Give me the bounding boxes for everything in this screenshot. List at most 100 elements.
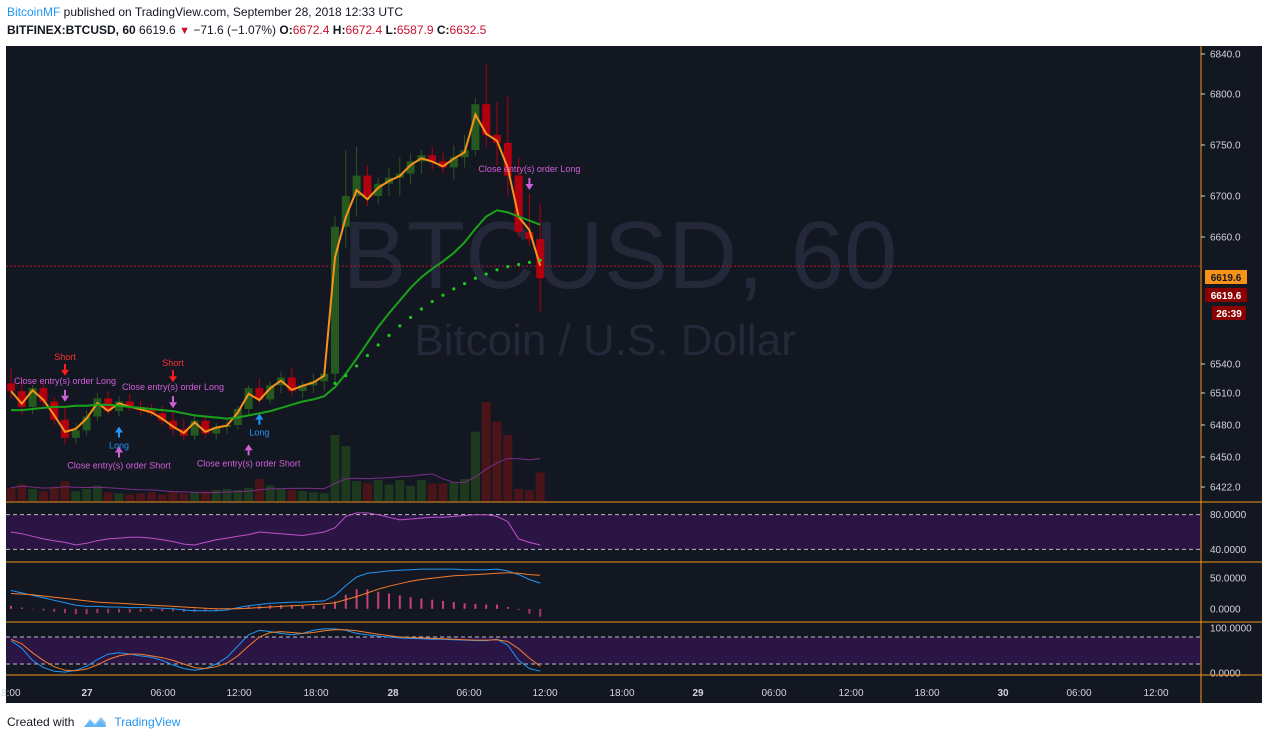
psar-dot — [473, 276, 477, 280]
volume-bar — [92, 485, 102, 501]
author-link[interactable]: BitcoinMF — [7, 5, 61, 19]
macd-line — [10, 568, 541, 612]
volume-bar — [330, 435, 340, 501]
price-tick-label: 6800.0 — [1210, 90, 1241, 101]
time-axis-label: 06:00 — [761, 688, 786, 699]
volume-bar — [168, 491, 178, 501]
long-arrow-icon — [115, 426, 123, 433]
price-change: −71.6 (−1.07%) — [193, 23, 277, 37]
price-tick-label: 6422.0 — [1210, 483, 1241, 494]
volume-bar — [114, 493, 124, 501]
volume-bar — [352, 481, 362, 501]
candle — [125, 401, 134, 407]
volume-bar — [319, 493, 329, 501]
signal-label: Close entry(s) order Short — [197, 458, 301, 468]
close-arrow-icon — [169, 402, 177, 409]
low-label: L: — [385, 23, 397, 37]
candle — [352, 175, 361, 196]
last-price: 6619.6 — [139, 23, 176, 37]
price-tick-label: 6750.0 — [1210, 141, 1241, 152]
psar-dot — [409, 315, 413, 320]
candle — [28, 388, 37, 407]
time-axis-label: 12:00 — [838, 688, 863, 699]
candle — [406, 161, 415, 174]
volume-bar — [416, 480, 426, 501]
signal-label: Short — [54, 352, 76, 362]
volume-bar — [276, 488, 286, 501]
last-price-badge — [1205, 270, 1247, 284]
candle — [201, 420, 210, 434]
signal-label: Short — [162, 358, 184, 368]
psar-dot — [387, 333, 391, 338]
candle — [331, 226, 339, 374]
candle — [363, 175, 372, 196]
volume-bar — [6, 487, 16, 501]
short-arrow-icon — [169, 376, 177, 383]
created-with-text: Created with — [7, 715, 75, 729]
high-value: 6672.4 — [345, 23, 383, 37]
candle — [39, 388, 48, 402]
plot-area — [6, 46, 1201, 703]
tradingview-link[interactable]: TradingView — [114, 715, 181, 729]
rsi-pane: 80.0000 40.0000 — [6, 510, 1247, 556]
candle — [169, 420, 177, 430]
volume-bar — [49, 486, 59, 501]
sma-line — [11, 209, 541, 420]
tradingview-logo-icon — [84, 717, 107, 727]
symbol-label: BITFINEX:BTCUSD, 60 — [7, 23, 136, 37]
candle — [93, 398, 102, 417]
time-axis-label: 18:00 — [303, 688, 328, 699]
volume-bar — [222, 488, 232, 501]
bid-price-badge — [1205, 288, 1247, 302]
volume-bar — [28, 488, 38, 501]
psar-dot — [463, 281, 467, 286]
volume-bar — [200, 491, 210, 501]
candle — [514, 175, 523, 232]
price-badges: 6619.6 6619.6 26:39 — [1205, 270, 1247, 320]
candle — [341, 196, 350, 227]
close-label: C: — [436, 23, 450, 37]
candle — [50, 401, 59, 420]
volume-bar — [308, 492, 318, 501]
axes: 6840.0 6800.0 6750.0 6700.0 6660.0 6540.0 6510… — [0, 46, 1262, 703]
down-triangle-icon: ▼ — [179, 25, 190, 37]
signal-label: Long — [109, 440, 129, 450]
price-tick-label: 6540.0 — [1210, 360, 1241, 371]
candle — [255, 388, 264, 400]
watermark: BTCUSD, 60 Bitcoin / U.S. Dollar — [343, 202, 898, 365]
candle — [439, 161, 447, 168]
close-arrow-icon — [525, 183, 534, 190]
stoch-d-line — [10, 629, 541, 672]
close-value: 6632.5 — [449, 23, 487, 37]
chart-canvas[interactable]: BTCUSD, 60 Bitcoin / U.S. Dollar Short Cl… — [0, 40, 1268, 706]
price-axis[interactable] — [1201, 46, 1262, 703]
signal-label: Close entry(s) order Long — [14, 376, 116, 386]
psar-dot — [538, 258, 542, 262]
long-arrow-icon — [255, 413, 264, 420]
volume-ma-line — [10, 457, 541, 494]
bid-price-badge-text: 6619.6 — [1211, 291, 1242, 302]
signal-label: Long — [249, 428, 269, 438]
stoch-band — [6, 637, 1201, 664]
candle — [266, 385, 275, 400]
volume-bar — [71, 491, 81, 501]
close-arrow-icon — [115, 446, 123, 453]
candle — [7, 383, 15, 392]
volume-bar — [384, 484, 394, 501]
volume-bar — [211, 490, 221, 501]
volume-bar — [406, 485, 416, 501]
volume-bar — [60, 481, 70, 501]
volume-bar — [179, 493, 189, 501]
macd-signal-line — [10, 572, 541, 610]
psar-dot — [441, 293, 445, 297]
psar-dot — [355, 364, 359, 368]
volume-bar — [103, 492, 113, 501]
psar-dot — [527, 260, 532, 264]
stoch-pane: 100.0000 0.0000 — [6, 624, 1252, 680]
psar-dot — [344, 374, 348, 378]
volume-bar — [38, 491, 48, 501]
volume-bar — [82, 488, 92, 501]
candle — [61, 419, 69, 438]
price-tick-label: 6700.0 — [1210, 192, 1241, 203]
candle — [298, 385, 307, 392]
